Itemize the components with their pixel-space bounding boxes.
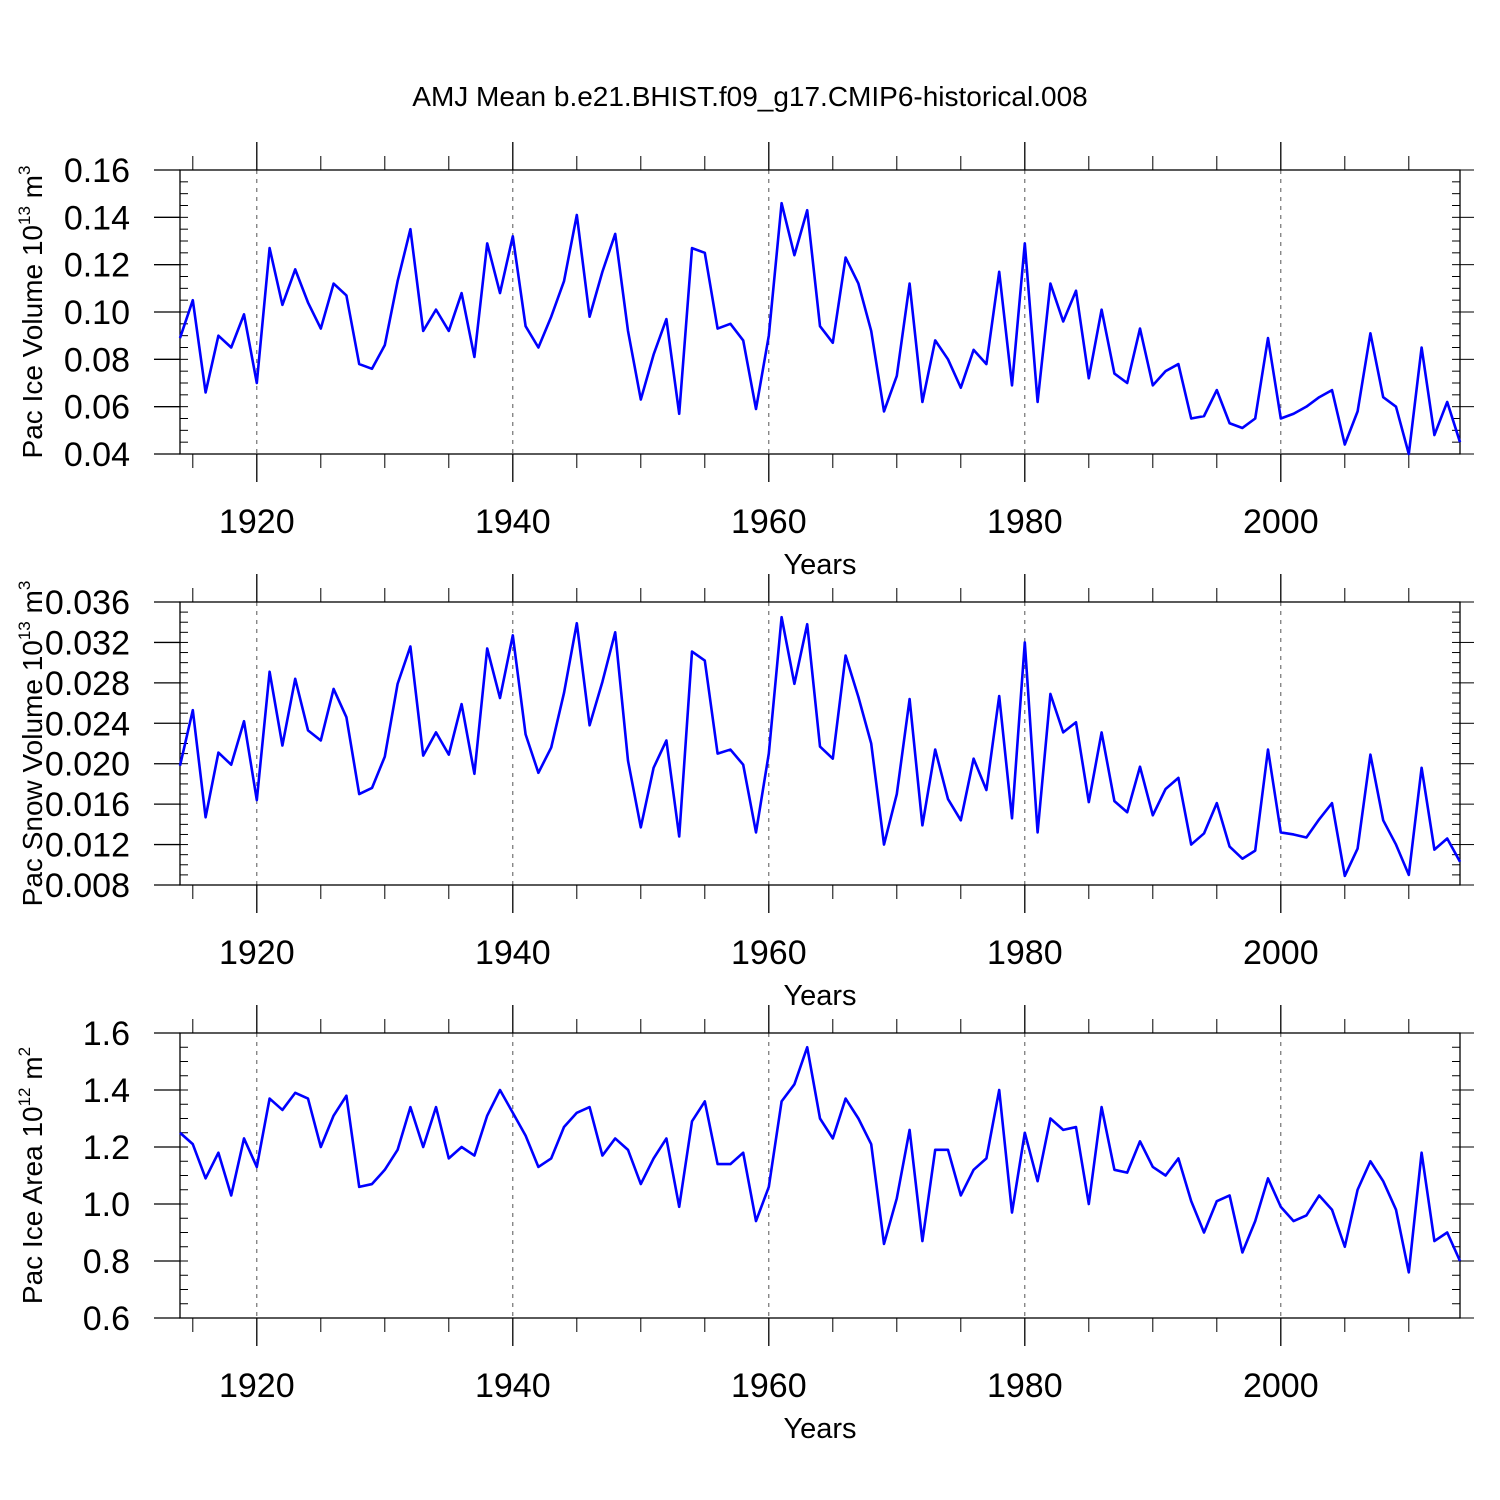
x-tick-label: 1920 bbox=[219, 934, 295, 972]
panel-snow-volume: 0.0080.0120.0160.0200.0240.0280.0320.036… bbox=[15, 574, 1474, 1012]
x-tick-label: 2000 bbox=[1243, 503, 1319, 541]
panel-ice-area: 0.6 0.8 1.0 1.2 1.4 1.6 1920 1940 1960 1980 2000 Ye… bbox=[15, 1005, 1474, 1445]
y-tick-label: 0.06 bbox=[64, 389, 130, 427]
y-axis-title: Pac Ice Area 1012 m2 bbox=[15, 1047, 48, 1304]
y-tick-label: 0.04 bbox=[64, 436, 130, 474]
series-line bbox=[178, 615, 1462, 878]
x-tick-label: 1940 bbox=[475, 503, 551, 541]
y-tick-label: 1.4 bbox=[83, 1072, 130, 1110]
y-tick-label: 0.08 bbox=[64, 341, 130, 379]
x-tick-label: 1980 bbox=[987, 503, 1063, 541]
plot-frame bbox=[179, 169, 1461, 455]
y-tick-label: 0.008 bbox=[45, 867, 130, 905]
x-tick-label: 1960 bbox=[731, 1367, 807, 1405]
x-tick-label: 1920 bbox=[219, 1367, 295, 1405]
y-tick-label: 0.10 bbox=[64, 294, 130, 332]
series-line bbox=[179, 1045, 1462, 1274]
y-tick-label: 0.028 bbox=[45, 665, 130, 703]
x-tick-label: 1980 bbox=[987, 934, 1063, 972]
y-tick-label: 0.6 bbox=[83, 1300, 130, 1338]
x-tick-label: 1940 bbox=[475, 934, 551, 972]
y-tick-label: 0.012 bbox=[45, 827, 130, 865]
y-tick-label: 0.036 bbox=[45, 584, 130, 622]
chart-title: AMJ Mean b.e21.BHIST.f09_g17.CMIP6-histo… bbox=[412, 81, 1087, 112]
panel-ice-volume: 0.04 0.06 0.08 0.10 0.12 0.14 0.16 1920 1940 1960… bbox=[15, 142, 1474, 581]
y-tick-label: 0.16 bbox=[64, 152, 130, 190]
x-tick-label: 2000 bbox=[1243, 1367, 1319, 1405]
x-axis-title: Years bbox=[783, 1413, 856, 1445]
x-tick-label: 1920 bbox=[219, 503, 295, 541]
x-axis-title: Years bbox=[783, 549, 856, 581]
y-tick-label: 1.2 bbox=[83, 1129, 130, 1167]
x-tick-label: 1980 bbox=[987, 1367, 1063, 1405]
y-tick-label: 1.6 bbox=[83, 1015, 130, 1053]
series-line bbox=[178, 201, 1462, 456]
y-tick-label: 1.0 bbox=[83, 1186, 130, 1224]
y-tick-label: 0.12 bbox=[64, 247, 130, 285]
x-tick-label: 1960 bbox=[731, 503, 807, 541]
y-tick-label: 0.032 bbox=[45, 624, 130, 662]
y-tick-label: 0.020 bbox=[45, 746, 130, 784]
x-tick-label: 2000 bbox=[1243, 934, 1319, 972]
y-tick-label: 0.024 bbox=[45, 705, 130, 743]
x-tick-label: 1940 bbox=[475, 1367, 551, 1405]
plot-frame bbox=[179, 1032, 1461, 1319]
x-axis-title: Years bbox=[783, 980, 856, 1012]
y-tick-label: 0.016 bbox=[45, 786, 130, 824]
y-axis-title: Pac Snow Volume 1013 m3 bbox=[15, 581, 48, 907]
y-tick-label: 0.8 bbox=[83, 1243, 130, 1281]
y-tick-label: 0.14 bbox=[64, 199, 130, 237]
x-tick-label: 1960 bbox=[731, 934, 807, 972]
y-axis-title: Pac Ice Volume 1013 m3 bbox=[15, 166, 48, 459]
